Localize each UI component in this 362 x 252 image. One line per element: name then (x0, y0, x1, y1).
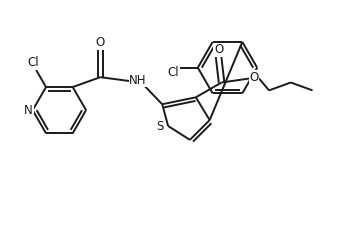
Text: S: S (156, 119, 164, 133)
Text: O: O (96, 36, 105, 49)
Text: NH: NH (129, 74, 147, 87)
Text: Cl: Cl (167, 66, 179, 79)
Text: O: O (214, 43, 223, 56)
Text: Cl: Cl (28, 56, 39, 70)
Text: O: O (249, 71, 259, 84)
Text: N: N (24, 104, 33, 117)
